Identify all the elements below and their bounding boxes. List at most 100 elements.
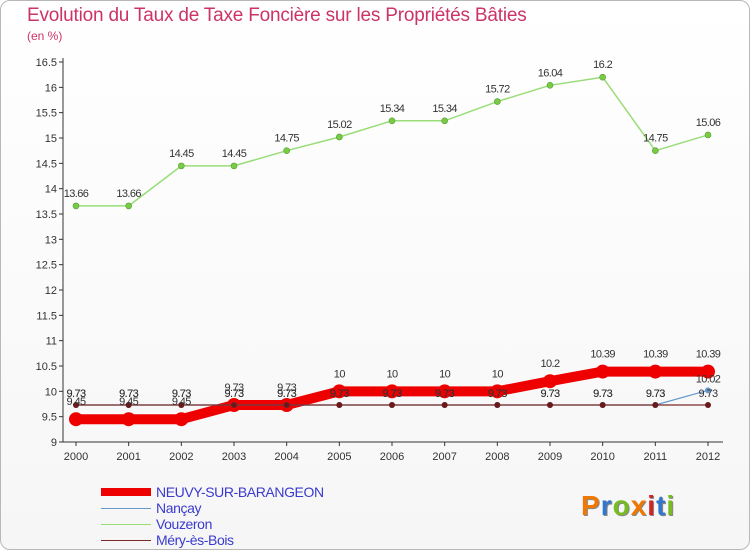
data-point — [437, 384, 452, 399]
x-tick-label: 2011 — [644, 451, 668, 463]
data-point — [332, 384, 347, 399]
data-label: 9.73 — [277, 388, 296, 400]
data-label: 9.73 — [540, 388, 559, 400]
data-label: 9.73 — [540, 388, 559, 400]
data-label: 9.73 — [224, 388, 243, 400]
data-label: 9.73 — [330, 388, 349, 400]
data-point — [701, 364, 715, 379]
data-label: 15.72 — [485, 84, 510, 96]
data-point — [652, 147, 659, 154]
y-tick-label: 13 — [45, 234, 57, 246]
data-point — [231, 402, 237, 409]
x-tick-label: 2003 — [222, 451, 246, 463]
data-label: 16.04 — [538, 67, 563, 79]
data-point — [388, 117, 396, 125]
legend-label: Vouzeron — [156, 516, 212, 532]
data-point — [543, 374, 557, 389]
legend-item: Nançay — [101, 500, 401, 517]
data-point — [547, 402, 553, 409]
data-label: 13.66 — [116, 188, 141, 200]
y-tick-label: 10 — [45, 386, 57, 398]
data-point — [174, 412, 189, 427]
y-tick-label: 12 — [45, 285, 57, 297]
data-point — [595, 364, 610, 379]
series-line-2 — [75, 76, 709, 207]
y-tick-label: 11 — [46, 336, 57, 348]
data-point — [599, 402, 606, 409]
y-tick-label: 14 — [45, 184, 57, 196]
data-point — [389, 402, 395, 409]
y-tick-label: 15.5 — [36, 108, 57, 120]
data-point — [705, 402, 711, 409]
data-point — [599, 73, 606, 81]
data-point — [441, 117, 448, 125]
legend-swatch — [101, 524, 151, 525]
unit-label: (en %) — [27, 29, 63, 43]
data-label: 9.73 — [646, 388, 665, 400]
data-point — [704, 131, 712, 139]
data-point — [69, 412, 83, 427]
data-point — [652, 402, 659, 409]
legend-item: Vouzeron — [101, 516, 401, 533]
legend-label: Nançay — [156, 500, 202, 516]
data-point — [441, 402, 448, 409]
x-tick-label: 2007 — [432, 451, 456, 463]
data-point — [121, 412, 136, 427]
data-label: 10.39 — [590, 349, 615, 361]
data-label: 9.73 — [277, 382, 296, 394]
data-label: 9.45 — [66, 396, 85, 408]
data-label: 9.73 — [593, 388, 612, 400]
data-label: 9.73 — [698, 388, 717, 400]
x-tick-label: 2009 — [538, 451, 562, 463]
data-label: 13.66 — [64, 188, 89, 200]
x-tick-label: 2002 — [169, 451, 193, 463]
legend-swatch — [101, 540, 151, 541]
data-point — [178, 162, 185, 170]
data-label: 9.73 — [172, 388, 191, 400]
data-point — [73, 402, 79, 409]
y-tick-label: 15 — [45, 133, 57, 145]
proxiti-logo: Proxiti — [581, 490, 676, 521]
data-label: 9.73 — [330, 388, 349, 400]
data-label: 9.73 — [119, 388, 138, 400]
data-label: 14.45 — [222, 148, 247, 160]
y-tick-label: 10.5 — [36, 361, 57, 373]
y-tick-label: 12.5 — [36, 260, 57, 272]
x-tick-label: 2012 — [696, 451, 720, 463]
data-label: 9.73 — [277, 388, 296, 400]
data-point — [490, 384, 505, 399]
data-point — [125, 402, 132, 409]
data-label: 10 — [492, 368, 504, 380]
data-point — [546, 82, 554, 89]
legend-item: NEUVY-SUR-BARANGEON — [101, 484, 401, 501]
y-tick-label: 16.5 — [36, 57, 57, 69]
data-label: 9.73 — [488, 388, 507, 400]
data-label: 15.34 — [432, 103, 457, 115]
data-label: 9.73 — [435, 388, 454, 400]
data-point — [283, 147, 290, 154]
data-label: 10.39 — [696, 349, 721, 361]
legend-swatch — [101, 488, 151, 496]
data-label: 14.75 — [274, 133, 299, 145]
data-label: 9.73 — [172, 388, 191, 400]
data-label: 10.2 — [540, 358, 559, 370]
data-point — [705, 387, 711, 394]
data-label: 14.45 — [169, 148, 194, 160]
x-tick-label: 2001 — [116, 451, 140, 463]
data-point — [336, 133, 343, 141]
data-point — [125, 202, 132, 210]
x-tick-label: 2008 — [485, 451, 509, 463]
data-point — [494, 98, 501, 105]
data-point — [72, 202, 80, 210]
y-tick-label: 11.5 — [36, 310, 57, 322]
data-label: 16.2 — [593, 59, 612, 71]
legend-swatch — [101, 508, 151, 509]
y-tick-label: 13.5 — [36, 209, 57, 221]
x-tick-label: 2004 — [274, 451, 298, 463]
data-label: 15.34 — [380, 103, 405, 115]
legend-item: Méry-ès-Bois — [101, 532, 401, 549]
page-title: Evolution du Taux de Taxe Foncière sur l… — [27, 5, 527, 26]
data-label: 9.73 — [382, 388, 401, 400]
